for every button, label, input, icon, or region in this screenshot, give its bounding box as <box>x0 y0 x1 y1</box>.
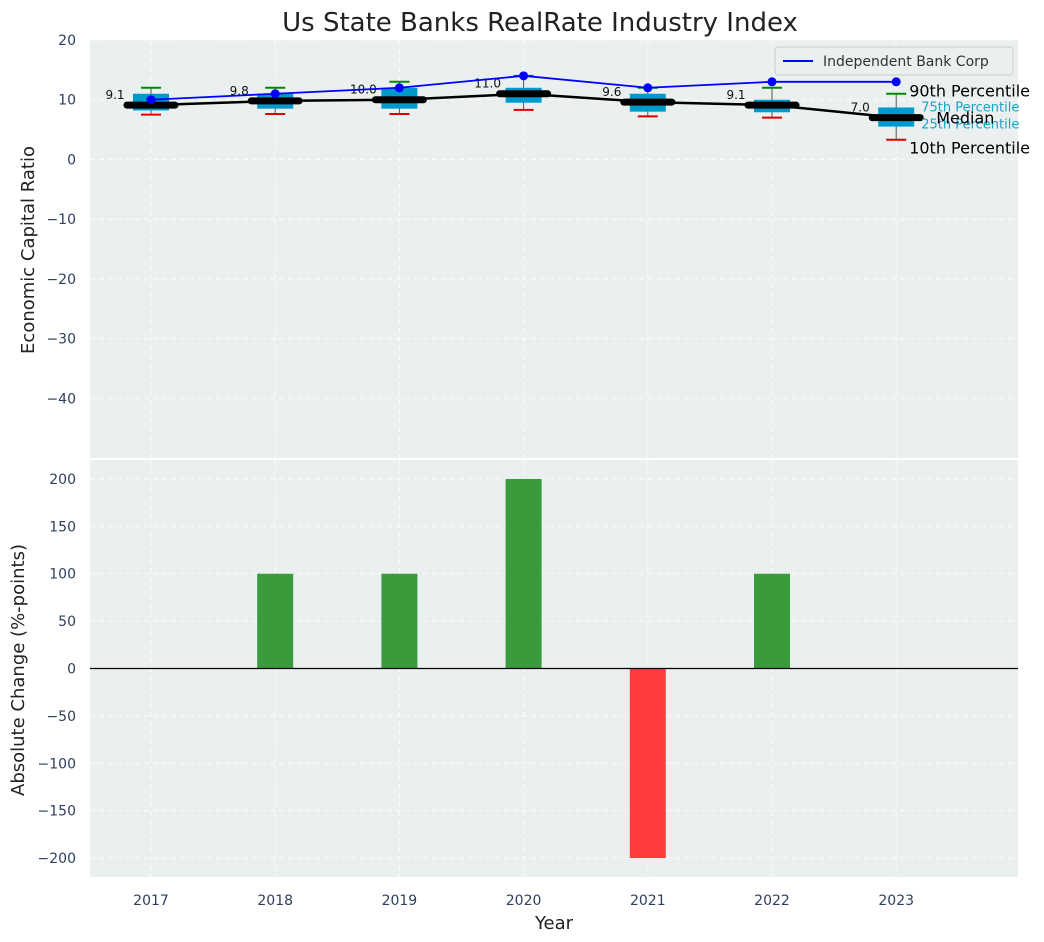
top-y-tick-label: 10 <box>58 93 76 109</box>
independent-bank-corp-point <box>767 77 777 87</box>
x-tick-label: 2019 <box>382 893 418 909</box>
top-plot-area <box>90 40 1018 458</box>
median-line <box>150 92 897 119</box>
top-y-tick-label: 20 <box>58 33 76 49</box>
independent-bank-corp-point <box>643 83 653 93</box>
annotation-75th-percentile: 75th Percentile <box>921 100 1019 115</box>
bottom-y-tick-label: −150 <box>38 804 76 820</box>
annotation-10th-percentile: 10th Percentile <box>909 139 1030 158</box>
legend-box <box>774 46 1014 76</box>
bottom-y-tick-label: 150 <box>49 519 76 535</box>
change-bar-2019 <box>381 573 418 669</box>
change-bar-2020 <box>505 478 542 669</box>
independent-bank-corp-point <box>891 77 901 87</box>
chart-title: Us State Banks RealRate Industry Index <box>282 8 798 38</box>
bottom-y-axis-label: Absolute Change (%-points) <box>8 544 29 796</box>
independent-bank-corp-point <box>394 83 404 93</box>
independent-bank-corp-point <box>146 95 156 105</box>
bottom-y-tick-label: 200 <box>49 472 76 488</box>
median-value-label: 9.1 <box>726 88 745 102</box>
legend[interactable]: Independent Bank Corp <box>774 46 1014 76</box>
x-tick-label: 2023 <box>878 893 914 909</box>
change-bar-2022 <box>754 573 790 669</box>
top-y-tick-label: −10 <box>46 212 76 228</box>
annotation-median: Median <box>936 109 994 128</box>
top-y-tick-label: 0 <box>67 152 76 168</box>
median-value-label: 9.6 <box>602 85 621 99</box>
bottom-y-tick-label: −200 <box>38 851 76 867</box>
x-axis-label: Year <box>534 913 574 934</box>
x-tick-label: 2018 <box>257 893 293 909</box>
bottom-y-tick-label: 100 <box>49 567 76 583</box>
median-value-label: 7.0 <box>851 101 870 115</box>
independent-bank-corp-point <box>519 71 529 81</box>
bottom-panel: 200 150 100 50 0 −50 −100 −150 −200 2017 2018 2019 2… <box>38 460 1018 909</box>
change-bar-2018 <box>257 573 294 669</box>
x-tick-label: 2022 <box>754 893 790 909</box>
top-y-tick-label: −20 <box>46 272 76 288</box>
change-bar-2021 <box>629 668 666 859</box>
x-tick-label: 2020 <box>506 893 542 909</box>
x-tick-label: 2021 <box>630 893 666 909</box>
legend-label-independent-bank-corp: Independent Bank Corp <box>823 54 989 70</box>
top-y-axis-label: Economic Capital Ratio <box>18 146 39 354</box>
independent-bank-corp-point <box>270 89 280 99</box>
annotation-90th-percentile: 90th Percentile <box>909 82 1030 101</box>
bottom-y-tick-label: 0 <box>67 662 76 678</box>
x-tick-label: 2017 <box>133 893 169 909</box>
bottom-y-tick-label: 50 <box>58 614 76 630</box>
bottom-y-tick-label: −50 <box>46 709 76 725</box>
bottom-y-tick-label: −100 <box>38 756 76 772</box>
top-y-tick-label: −40 <box>46 391 76 407</box>
annotation-25th-percentile: 25th Percentile <box>921 118 1019 133</box>
median-value-label: 9.1 <box>105 88 124 102</box>
top-y-tick-label: −30 <box>46 332 76 348</box>
